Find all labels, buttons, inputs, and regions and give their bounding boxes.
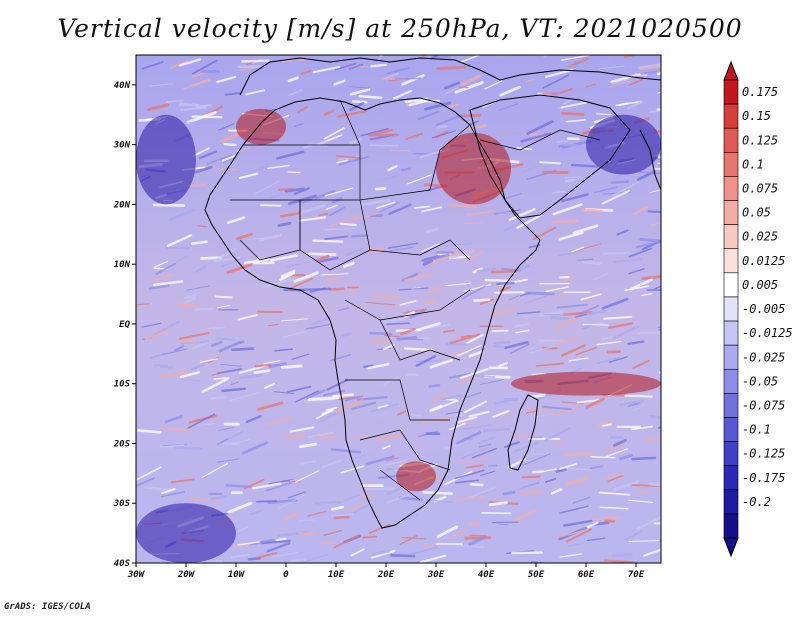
x-tick-label: 10W bbox=[228, 570, 246, 580]
y-tick-label: 20S bbox=[113, 439, 131, 449]
colorbar-label: -0.175 bbox=[742, 471, 785, 485]
velocity-field bbox=[136, 55, 661, 563]
y-tick-label: 30S bbox=[113, 499, 131, 509]
europe-coastline bbox=[239, 57, 661, 96]
colorbar-extend-top bbox=[723, 60, 739, 81]
india-coastline bbox=[639, 129, 661, 191]
x-tick-label: 30W bbox=[127, 570, 146, 580]
arabia-coastline bbox=[469, 94, 631, 219]
colorbar-label: -0.0125 bbox=[742, 326, 793, 340]
x-tick-label: 60E bbox=[578, 570, 595, 580]
feature-blue-ne-atlantic bbox=[136, 114, 196, 205]
x-tick-label: 0 bbox=[283, 570, 289, 580]
colorbar-label: 0.125 bbox=[742, 133, 778, 147]
axes: 30W 20W 10W 0 10E 20E 30E 40E 50E 60E 70E 40N 30N 20N… bbox=[113, 81, 645, 580]
colorbar-label: 0.05 bbox=[742, 206, 771, 220]
map-title: Vertical velocity [m/s] at 250hPa, VT: 2… bbox=[57, 14, 743, 43]
colorbar-label: -0.05 bbox=[742, 374, 778, 388]
colorbar-swatch bbox=[723, 272, 739, 298]
colorbar-swatch bbox=[723, 248, 739, 274]
colorbar-label: 0.005 bbox=[742, 278, 778, 292]
colorbar-label: -0.075 bbox=[742, 398, 785, 412]
colorbar-swatch bbox=[723, 127, 739, 153]
x-tick-label: 70E bbox=[628, 570, 645, 580]
plot-frame bbox=[135, 54, 662, 564]
colorbar-swatch bbox=[723, 344, 739, 370]
colorbar-label: -0.1 bbox=[742, 423, 771, 437]
madagascar-coastline bbox=[507, 394, 539, 471]
colorbar-swatch bbox=[723, 441, 739, 466]
y-tick-label: EQ bbox=[119, 320, 130, 330]
y-tick-label: 10N bbox=[114, 260, 131, 270]
x-tick-label: 50E bbox=[528, 570, 545, 580]
x-tick-label: 20W bbox=[177, 570, 196, 580]
colorbar-swatch bbox=[723, 393, 739, 418]
colorbar-swatch bbox=[723, 224, 739, 250]
colorbar-swatch bbox=[723, 152, 739, 177]
feature-blue-indian-ocean-north bbox=[586, 114, 661, 175]
feature-red-red-sea-arabia-region bbox=[436, 132, 511, 205]
colorbar-swatch bbox=[723, 103, 739, 129]
colorbar-swatch bbox=[723, 296, 739, 322]
colorbar-label: -0.2 bbox=[742, 495, 771, 509]
y-tick-label: 30N bbox=[113, 141, 131, 151]
colorbar-swatch bbox=[723, 465, 739, 491]
x-tick-label: 20E bbox=[377, 570, 395, 580]
colorbar-swatch bbox=[723, 489, 739, 515]
africa-coastline bbox=[204, 97, 541, 529]
country-borders bbox=[230, 99, 601, 501]
colorbar-swatch bbox=[723, 417, 739, 442]
x-tick-label: 30E bbox=[427, 570, 445, 580]
colorbar-swatch bbox=[723, 176, 739, 201]
colorbar-swatch bbox=[723, 320, 739, 346]
y-tick-label: 20N bbox=[113, 200, 131, 210]
feature-red-south-africa bbox=[396, 461, 436, 492]
colorbar-swatch bbox=[723, 368, 739, 394]
colorbar-extend-bottom bbox=[723, 537, 739, 558]
colorbar-label: 0.1 bbox=[742, 157, 764, 171]
y-tick-label: 10S bbox=[114, 380, 131, 390]
colorbar-label: -0.005 bbox=[742, 302, 785, 316]
colorbar-label: 0.0125 bbox=[742, 254, 785, 268]
colorbar-label: -0.025 bbox=[742, 350, 785, 364]
colorbar-label: -0.125 bbox=[742, 447, 785, 461]
feature-red-streak-north-africa bbox=[236, 108, 286, 145]
coastlines bbox=[204, 57, 661, 529]
colorbar-swatch bbox=[723, 513, 739, 539]
colorbar: 0.175 0.15 0.125 0.1 0.075 0.05 0.025 0.0125 0.0… bbox=[723, 60, 793, 558]
y-tick-label: 40N bbox=[114, 81, 131, 91]
x-tick-label: 10E bbox=[328, 570, 345, 580]
colorbar-swatch bbox=[723, 200, 739, 225]
colorbar-label: 0.15 bbox=[742, 109, 771, 123]
colorbar-swatch bbox=[723, 79, 739, 105]
colorbar-label: 0.025 bbox=[742, 230, 778, 244]
grads-credit: GrADS: IGES/COLA bbox=[4, 602, 91, 612]
y-tick-label: 40S bbox=[114, 559, 131, 569]
feature-blue-sw-atlantic bbox=[136, 503, 236, 563]
colorbar-label: 0.175 bbox=[742, 85, 778, 99]
feature-strong-ascent-band bbox=[511, 371, 661, 396]
x-tick-label: 40E bbox=[478, 570, 495, 580]
colorbar-label: 0.075 bbox=[742, 182, 778, 196]
